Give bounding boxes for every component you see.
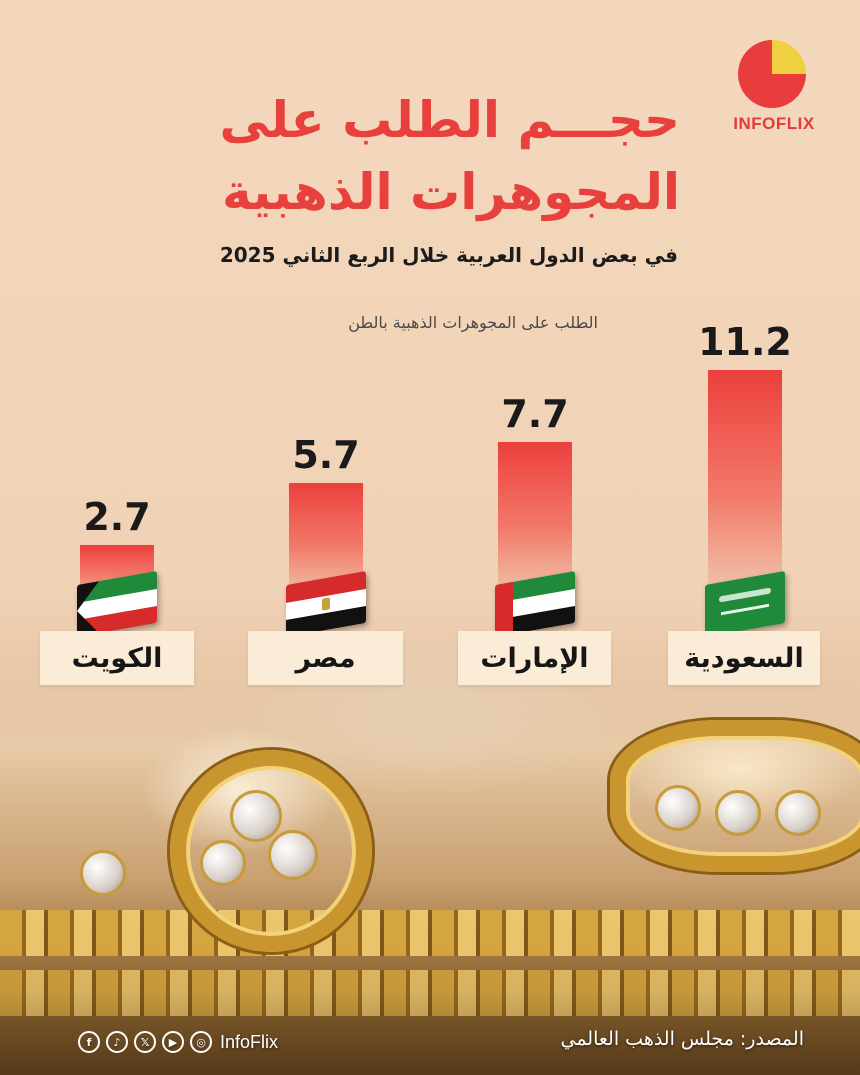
- bar-value-label: 5.7: [292, 433, 360, 477]
- diamond-decoration: [715, 790, 761, 836]
- category-label: الكويت: [71, 642, 163, 674]
- gold-chain-decoration: [0, 970, 860, 1016]
- page-subtitle: في بعض الدول العربية خلال الربع الثاني 2…: [219, 243, 678, 267]
- category-label: الإمارات: [480, 642, 589, 674]
- x-icon[interactable]: 𝕏: [134, 1031, 156, 1053]
- diamond-decoration: [268, 830, 318, 880]
- category-label-box: السعودية: [668, 631, 820, 685]
- bar-value-label: 11.2: [698, 320, 792, 364]
- diamond-decoration: [655, 785, 701, 831]
- page-title-line2: المجوهرات الذهبية: [222, 163, 680, 221]
- social-handle[interactable]: InfoFlix: [220, 1031, 279, 1052]
- diamond-decoration: [80, 850, 126, 896]
- diamond-decoration: [200, 840, 246, 886]
- facebook-icon[interactable]: f: [78, 1031, 100, 1053]
- category-label-box: الكويت: [40, 631, 194, 685]
- bar-value-label: 2.7: [83, 495, 151, 539]
- brand-logo-text: INFOFLIX: [733, 114, 815, 133]
- social-links: f ♪ 𝕏 ▶ ◎ InfoFlix: [78, 1031, 278, 1053]
- diamond-decoration: [775, 790, 821, 836]
- jewelry-photo: [0, 640, 860, 1075]
- source-note: المصدر: مجلس الذهب العالمي: [560, 1028, 804, 1050]
- category-label-box: الإمارات: [458, 631, 611, 685]
- category-label-box: مصر: [248, 631, 403, 685]
- bar: [708, 370, 782, 600]
- category-label: السعودية: [684, 642, 804, 674]
- instagram-icon[interactable]: ◎: [190, 1031, 212, 1053]
- gold-chain-decoration: [0, 910, 860, 956]
- category-label: مصر: [295, 642, 356, 674]
- page-title-line1: حجـــم الطلب على: [219, 91, 680, 149]
- bar-value-label: 7.7: [501, 392, 569, 436]
- infoflix-logo-icon: [738, 40, 806, 108]
- tiktok-icon[interactable]: ♪: [106, 1031, 128, 1053]
- y-axis-label: الطلب على المجوهرات الذهبية بالطن: [348, 313, 598, 332]
- youtube-icon[interactable]: ▶: [162, 1031, 184, 1053]
- diamond-decoration: [230, 790, 282, 842]
